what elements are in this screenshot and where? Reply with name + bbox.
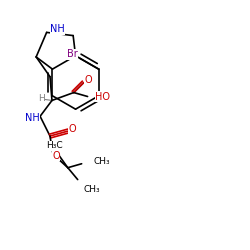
Text: O: O: [69, 124, 76, 134]
Text: NH: NH: [50, 24, 65, 34]
Text: O: O: [85, 75, 92, 85]
Text: CH₃: CH₃: [94, 157, 110, 166]
Text: NH: NH: [25, 113, 40, 123]
Text: CH₃: CH₃: [84, 185, 100, 194]
Text: HO: HO: [96, 92, 110, 102]
Text: O: O: [52, 151, 60, 161]
Text: H: H: [38, 94, 44, 103]
Text: H₃C: H₃C: [46, 142, 62, 150]
Text: Br: Br: [66, 49, 77, 59]
